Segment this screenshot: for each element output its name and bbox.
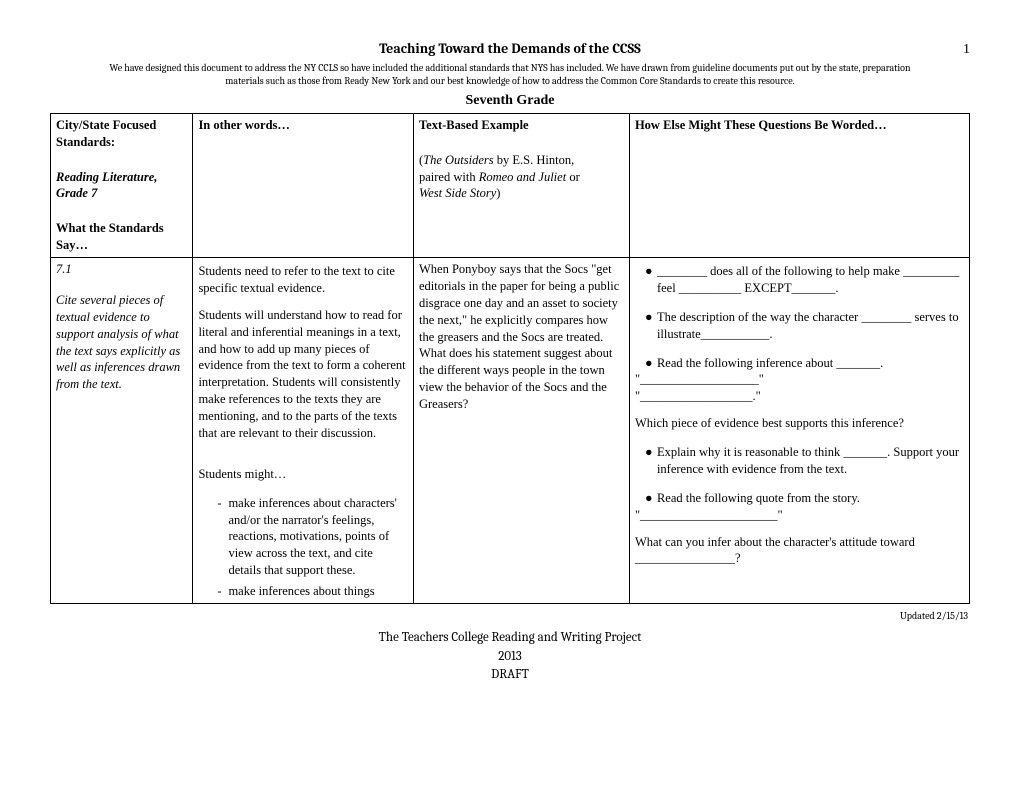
list-text: Explain why it is reasonable to think __… <box>657 444 964 478</box>
quote-blank: "___________________" <box>635 371 964 388</box>
list-item: ● Explain why it is reasonable to think … <box>635 444 964 478</box>
example-text: When Ponyboy says that the Socs "get edi… <box>419 261 624 413</box>
doc-title: Teaching Toward the Demands of the CCSS <box>80 40 940 59</box>
list-text: make inferences about things <box>228 583 408 600</box>
table-header-row: City/State Focused Standards: Reading Li… <box>51 113 970 257</box>
standard-text: Cite several pieces of textual evidence … <box>56 292 187 393</box>
list-text: make inferences about characters' and/or… <box>228 495 408 579</box>
para-text: Students will understand how to read for… <box>198 307 408 442</box>
list-text: Read the following inference about _____… <box>657 355 964 372</box>
standard-number: 7.1 <box>56 261 187 278</box>
header-say: What the Standards Say… <box>56 220 187 254</box>
footer-line: 2013 <box>50 648 970 666</box>
list-text: Read the following quote from the story. <box>657 490 964 507</box>
para-text: Which piece of evidence best supports th… <box>635 415 964 432</box>
header-cell-other-words: In other words… <box>193 113 414 257</box>
quote-blank: "______________________" <box>635 507 964 524</box>
cell-other-words: Students need to refer to the text to ci… <box>193 258 414 604</box>
cell-standard: 7.1 Cite several pieces of textual evide… <box>51 258 193 604</box>
list-item: ● The description of the way the charact… <box>635 309 964 343</box>
list-item: - make inferences about characters' and/… <box>198 495 408 579</box>
table-row: 7.1 Cite several pieces of textual evide… <box>51 258 970 604</box>
cell-questions: ● ________ does all of the following to … <box>629 258 969 604</box>
header-cell-questions: How Else Might These Questions Be Worded… <box>629 113 969 257</box>
example-citation: (The Outsiders by E.S. Hinton, paired wi… <box>419 152 624 203</box>
quote-blank: "__________________." <box>635 388 964 405</box>
updated-date: Updated 2/15/13 <box>50 610 970 624</box>
grade-heading: Seventh Grade <box>50 92 970 111</box>
header: Teaching Toward the Demands of the CCSS … <box>50 40 970 60</box>
doc-subtitle: We have designed this document to addres… <box>90 62 930 88</box>
footer-line: The Teachers College Reading and Writing… <box>50 629 970 647</box>
list-item: ● Read the following quote from the stor… <box>635 490 964 507</box>
header-cell-standards: City/State Focused Standards: Reading Li… <box>51 113 193 257</box>
page-number: 1 <box>940 41 970 60</box>
cell-example: When Ponyboy says that the Socs "get edi… <box>413 258 629 604</box>
header-text: In other words… <box>198 117 408 134</box>
list-text: The description of the way the character… <box>657 309 964 343</box>
standards-table: City/State Focused Standards: Reading Li… <box>50 113 970 604</box>
header-text: City/State Focused Standards: <box>56 117 187 151</box>
footer: The Teachers College Reading and Writing… <box>50 629 970 684</box>
list-item: ● Read the following inference about ___… <box>635 355 964 372</box>
header-subtext: Reading Literature, Grade 7 <box>56 169 187 203</box>
footer-line: DRAFT <box>50 666 970 684</box>
list-text: ________ does all of the following to he… <box>657 263 964 297</box>
para-text: Students might… <box>198 466 408 483</box>
para-text: Students need to refer to the text to ci… <box>198 263 408 297</box>
header-text: How Else Might These Questions Be Worded… <box>635 117 964 134</box>
para-text: What can you infer about the character's… <box>635 534 964 568</box>
header-text: Text-Based Example <box>419 117 624 134</box>
list-item: ● ________ does all of the following to … <box>635 263 964 297</box>
header-cell-example: Text-Based Example (The Outsiders by E.S… <box>413 113 629 257</box>
list-item: - make inferences about things <box>198 583 408 600</box>
